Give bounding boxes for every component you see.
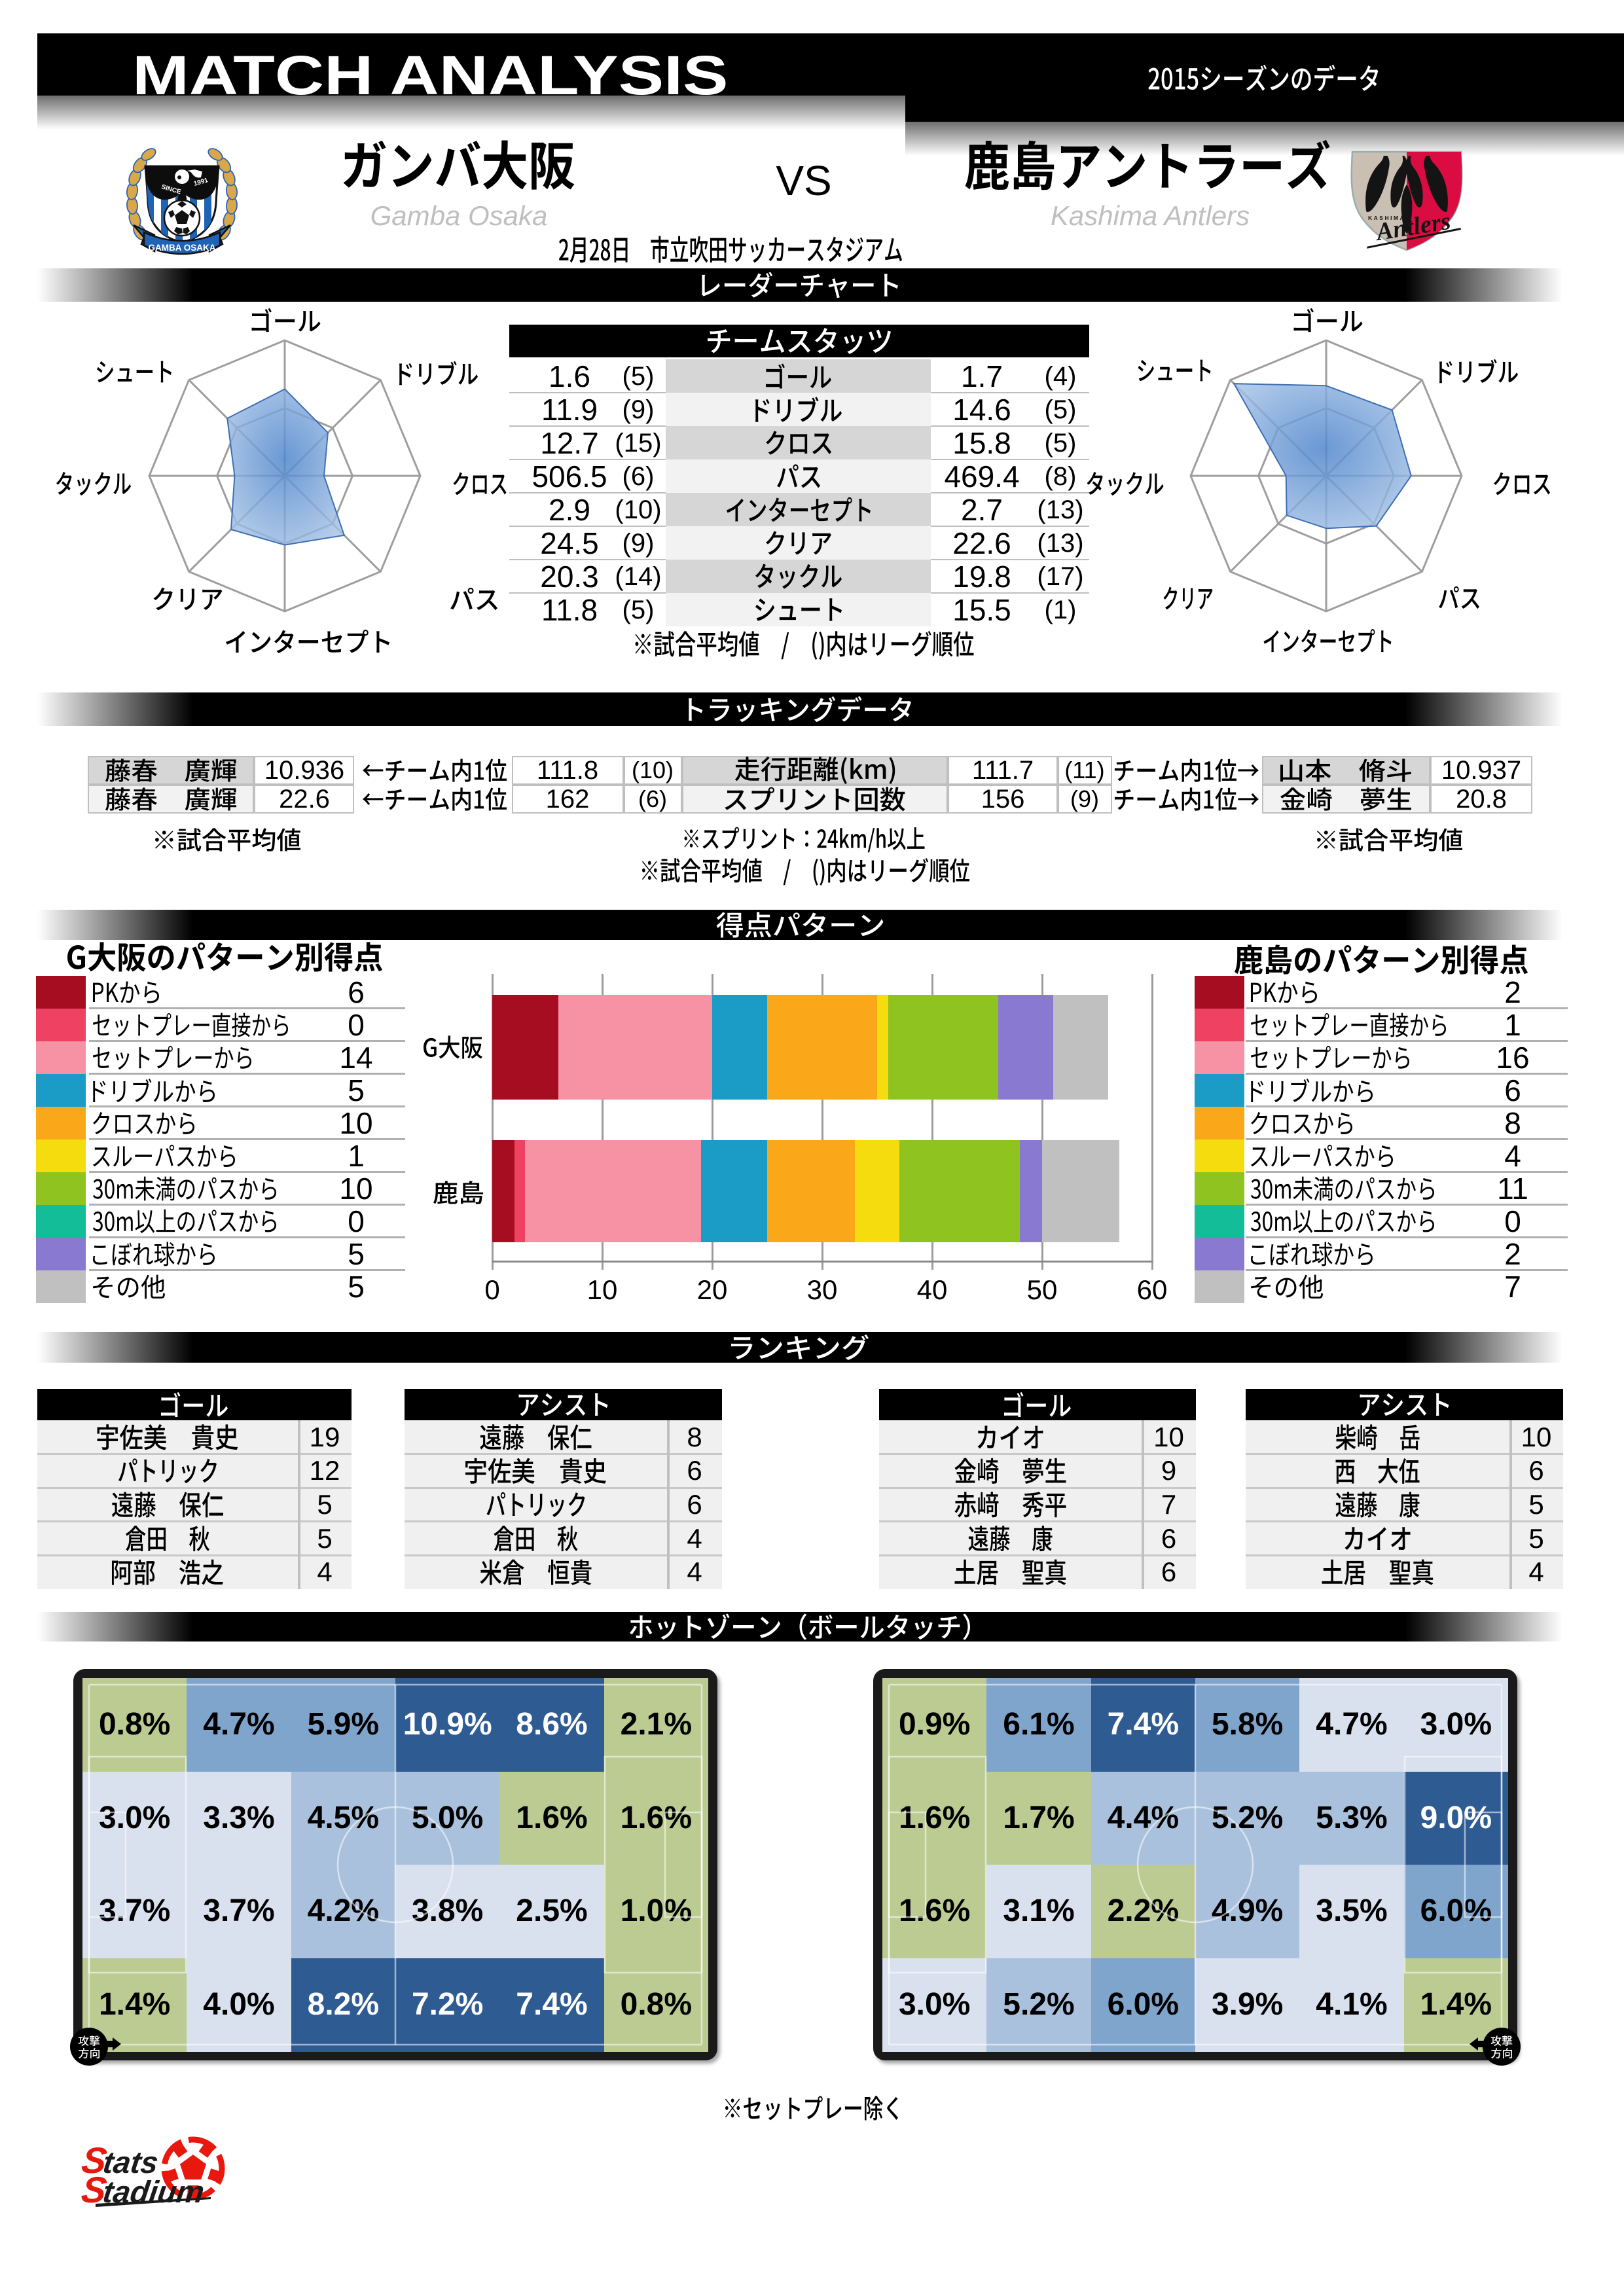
- svg-text:tats: tats: [101, 2145, 160, 2180]
- svg-text:KASHIMA: KASHIMA: [1368, 215, 1405, 221]
- svg-text:GAMBA OSAKA: GAMBA OSAKA: [149, 243, 216, 253]
- svg-text:S: S: [79, 2140, 109, 2181]
